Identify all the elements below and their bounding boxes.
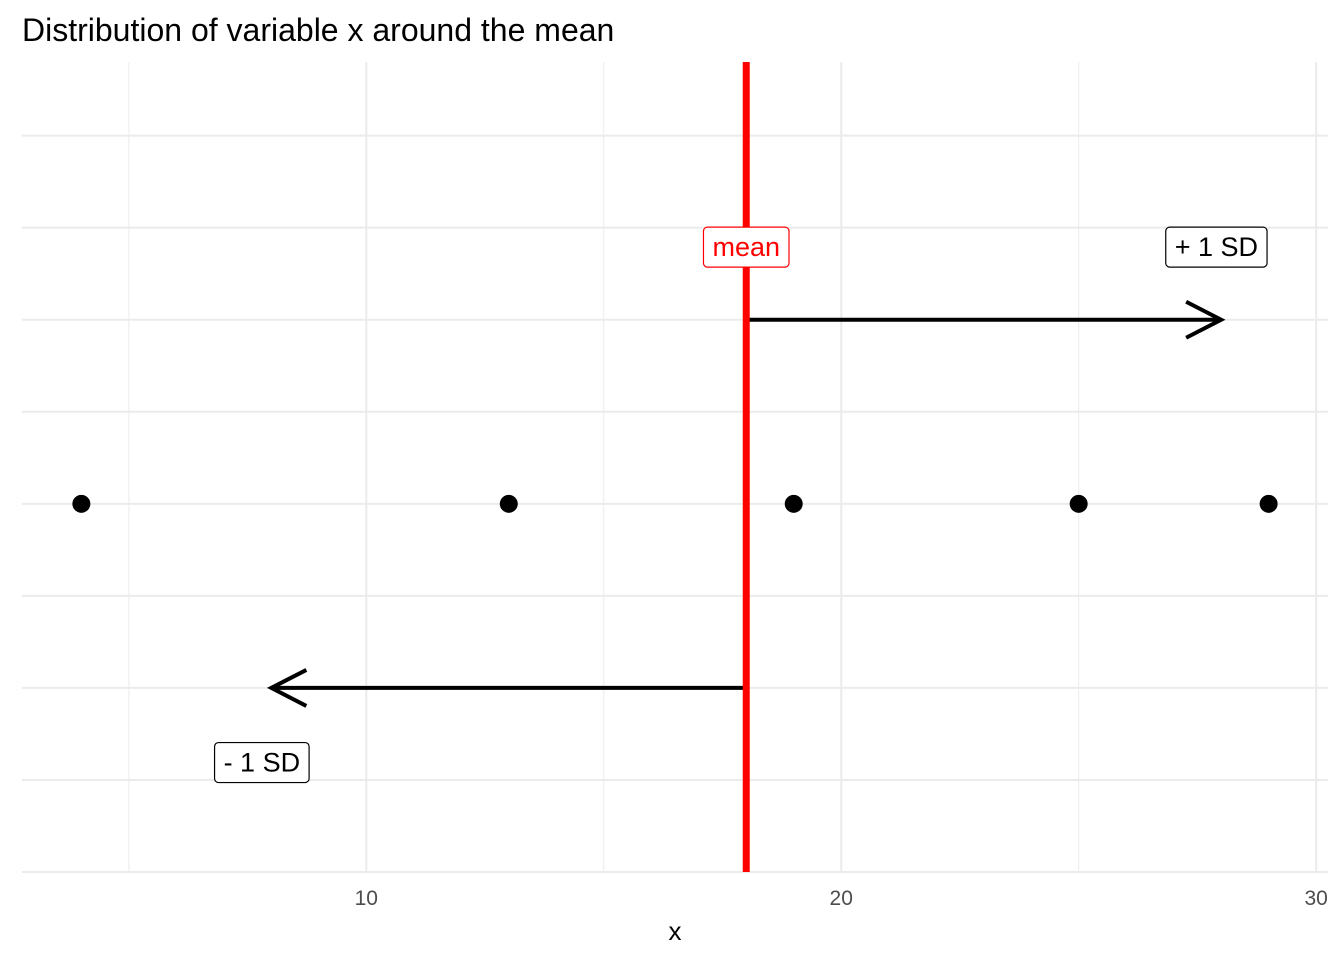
mean-label-box bbox=[702, 226, 790, 268]
minor-gridlines bbox=[128, 62, 1080, 872]
minus-sd-label-text: - 1 SD bbox=[224, 748, 301, 778]
minus-sd-label-box bbox=[213, 741, 310, 784]
mean-label-text: mean bbox=[712, 232, 780, 262]
data-points bbox=[72, 494, 1278, 513]
sd-arrows bbox=[266, 299, 1226, 708]
annotations: mean + 1 SD - 1 SD bbox=[213, 226, 1268, 784]
data-point bbox=[1259, 494, 1278, 513]
minus-sd-arrow-head bbox=[266, 668, 308, 708]
x-axis-ticks: 10 20 30 bbox=[355, 887, 1328, 910]
minus-sd-label: - 1 SD bbox=[213, 741, 310, 784]
x-tick-label: 10 bbox=[355, 887, 378, 910]
plus-sd-arrow-head bbox=[1185, 299, 1226, 340]
plus-sd-label-box bbox=[1165, 226, 1268, 268]
data-point bbox=[1069, 494, 1088, 513]
x-axis-title: x bbox=[669, 916, 682, 946]
chart-title: Distribution of variable x around the me… bbox=[22, 12, 614, 48]
data-point bbox=[784, 494, 803, 513]
x-tick-label: 20 bbox=[830, 887, 853, 910]
x-tick-label: 30 bbox=[1304, 887, 1327, 910]
plus-sd-label: + 1 SD bbox=[1165, 226, 1268, 268]
data-point bbox=[499, 494, 518, 513]
plus-sd-label-text: + 1 SD bbox=[1175, 232, 1258, 262]
data-point bbox=[72, 494, 91, 513]
mean-label: mean bbox=[702, 226, 790, 268]
